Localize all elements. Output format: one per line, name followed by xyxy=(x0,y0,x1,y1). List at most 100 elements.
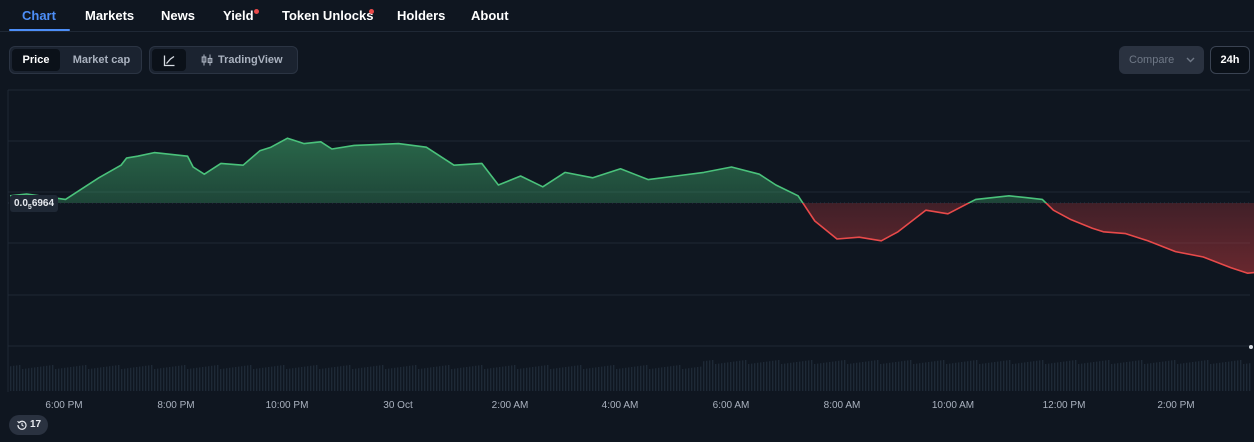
volume-bar xyxy=(1150,363,1152,391)
volume-bar xyxy=(55,369,57,391)
volume-bar xyxy=(709,360,711,391)
volume-bar xyxy=(670,366,672,391)
volume-bar xyxy=(457,368,459,391)
volume-bar xyxy=(1045,364,1047,391)
volume-bar xyxy=(916,363,918,391)
volume-bar xyxy=(1012,364,1014,391)
volume-bar xyxy=(490,368,492,391)
volume-bar xyxy=(961,362,963,391)
tab-yield[interactable]: Yield xyxy=(223,8,254,23)
x-tick-label: 2:00 PM xyxy=(1157,400,1195,411)
volume-bar xyxy=(1198,361,1200,391)
volume-bar xyxy=(1084,363,1086,391)
volume-bar xyxy=(982,363,984,391)
volume-bar xyxy=(862,362,864,391)
volume-bar xyxy=(385,369,387,391)
volume-bar xyxy=(811,360,813,391)
volume-bar xyxy=(655,368,657,391)
tab-markets[interactable]: Markets xyxy=(85,8,135,23)
volume-bar xyxy=(154,369,156,391)
volume-bar xyxy=(781,364,783,391)
history-badge[interactable]: 17 xyxy=(9,415,48,435)
volume-bar xyxy=(610,365,612,391)
volume-bar xyxy=(220,369,222,391)
volume-bar xyxy=(1009,360,1011,391)
volume-bar xyxy=(79,365,81,391)
price-toggle-button[interactable]: Price xyxy=(12,49,60,71)
market-cap-toggle-button[interactable]: Market cap xyxy=(72,54,131,66)
line-chart-button[interactable] xyxy=(152,49,186,71)
tab-about[interactable]: About xyxy=(471,8,509,23)
x-tick-label: 8:00 AM xyxy=(823,400,861,411)
volume-bar xyxy=(340,366,342,391)
volume-bar xyxy=(10,366,12,391)
volume-bar xyxy=(172,366,174,391)
volume-bar xyxy=(820,363,822,391)
volume-bar xyxy=(559,367,561,391)
volume-bar xyxy=(892,362,894,391)
tab-holders[interactable]: Holders xyxy=(397,8,446,23)
price-digits: 6964 xyxy=(31,198,55,209)
volume-bar xyxy=(1234,360,1236,391)
volume-bar xyxy=(868,361,870,391)
volume-bar xyxy=(502,366,504,391)
volume-bar xyxy=(988,362,990,391)
volume-bar xyxy=(1111,364,1113,391)
volume-bar xyxy=(1219,362,1221,391)
volume-bar xyxy=(658,367,660,391)
volume-bar xyxy=(778,360,780,391)
volume-bar xyxy=(406,366,408,391)
volume-bar xyxy=(1240,360,1242,391)
volume-bar xyxy=(133,367,135,391)
volume-bar xyxy=(1216,363,1218,391)
volume-bars xyxy=(10,360,1251,391)
volume-bar xyxy=(859,362,861,391)
price-line-up xyxy=(9,137,1048,203)
volume-bar xyxy=(841,360,843,391)
volume-bar xyxy=(925,362,927,391)
volume-bar xyxy=(136,367,138,391)
volume-bar xyxy=(481,365,483,391)
volume-bar xyxy=(316,365,318,391)
volume-bar xyxy=(1168,360,1170,391)
volume-bar xyxy=(1192,362,1194,391)
tab-token-unlocks[interactable]: Token Unlocks xyxy=(282,8,374,23)
volume-bar xyxy=(739,360,741,391)
tab-chart[interactable]: Chart xyxy=(22,8,56,23)
volume-bar xyxy=(1237,360,1239,391)
volume-bar xyxy=(895,362,897,391)
time-range-button[interactable]: 24h xyxy=(1210,46,1250,74)
volume-bar xyxy=(505,366,507,391)
active-tab-underline xyxy=(9,29,70,31)
volume-bar xyxy=(799,361,801,391)
volume-bar xyxy=(475,365,477,391)
line-chart-icon xyxy=(163,55,175,67)
x-tick-label: 10:00 PM xyxy=(265,400,309,411)
tab-news[interactable]: News xyxy=(161,8,195,23)
x-tick-label: 12:00 PM xyxy=(1042,400,1086,411)
volume-bar xyxy=(40,366,42,391)
compare-label: Compare xyxy=(1129,54,1175,66)
tradingview-button[interactable]: TradingView xyxy=(192,49,294,71)
volume-bar xyxy=(547,365,549,391)
volume-bar xyxy=(193,368,195,391)
volume-bar xyxy=(754,363,756,391)
volume-bar xyxy=(1117,363,1119,391)
volume-bar xyxy=(526,367,528,391)
volume-bar xyxy=(556,368,558,391)
volume-bar xyxy=(1162,361,1164,391)
compare-dropdown[interactable]: Compare xyxy=(1119,46,1204,74)
volume-bar xyxy=(706,360,708,391)
volume-bar xyxy=(178,365,180,391)
volume-bar xyxy=(1126,362,1128,391)
volume-bar xyxy=(661,367,663,391)
volume-bar xyxy=(634,366,636,391)
volume-bar xyxy=(979,364,981,391)
volume-bar xyxy=(784,363,786,391)
volume-bar xyxy=(382,365,384,391)
volume-bar xyxy=(100,367,102,391)
volume-bar xyxy=(349,365,351,391)
volume-bar xyxy=(1144,364,1146,391)
volume-bar xyxy=(1153,362,1155,391)
volume-bar xyxy=(931,361,933,391)
